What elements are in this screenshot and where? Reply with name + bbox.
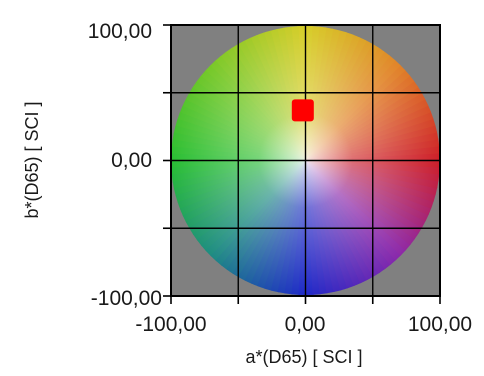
grid-lines bbox=[171, 25, 440, 296]
data-point-marker bbox=[291, 99, 314, 122]
x-tick-label-middle: 0,00 bbox=[285, 313, 326, 336]
axis-ticks bbox=[163, 24, 441, 304]
x-tick-label-left: -100,00 bbox=[135, 313, 206, 336]
y-tick-label-bottom: -100,00 bbox=[91, 287, 162, 310]
y-axis-label: b*(D65) [ SCI ] bbox=[22, 101, 42, 218]
y-tick-label-top: 100,00 bbox=[88, 20, 152, 43]
data-points bbox=[291, 99, 314, 122]
y-tick-label-middle: 0,00 bbox=[111, 149, 152, 172]
x-axis-label: a*(D65) [ SCI ] bbox=[245, 347, 362, 367]
x-tick-label-right: 100,00 bbox=[408, 313, 472, 336]
